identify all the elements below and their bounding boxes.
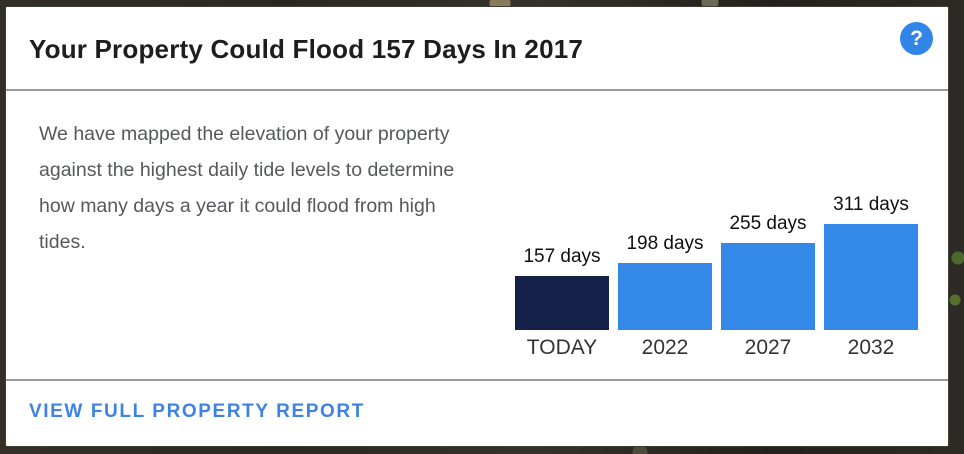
card-title: Your Property Could Flood 157 Days In 20… [29, 34, 584, 64]
bar-value-label: 157 days [523, 246, 601, 267]
bar-group: 311 days 2032 [824, 194, 918, 360]
flood-description-text: We have mapped the elevation of your pro… [39, 123, 455, 253]
bar-group: 198 days 2022 [618, 233, 712, 360]
help-button[interactable]: ? [900, 22, 933, 55]
card-header: Your Property Could Flood 157 Days In 20… [6, 7, 948, 89]
bar-axis-label: TODAY [526, 336, 598, 359]
bar [515, 276, 609, 330]
header-divider [6, 89, 948, 91]
bar-value-label: 311 days [833, 194, 909, 215]
question-mark-icon: ? [910, 27, 923, 50]
bar-value-label: 198 days [626, 233, 704, 254]
footer-divider [6, 379, 948, 381]
bar-axis-label: 2032 [847, 336, 895, 359]
bar [824, 224, 918, 330]
card-body: We have mapped the elevation of your pro… [6, 91, 948, 379]
flood-risk-card: Your Property Could Flood 157 Days In 20… [5, 6, 949, 447]
bar-group: 255 days 2027 [721, 213, 815, 360]
bar-axis-label: 2022 [641, 336, 689, 359]
card-footer: VIEW FULL PROPERTY REPORT [6, 381, 948, 446]
flood-days-bar-chart: 157 days TODAY 198 days 2022 255 days 2027 311… [515, 194, 918, 360]
bar [721, 243, 815, 330]
bar [618, 263, 712, 330]
bar-axis-label: 2027 [744, 336, 792, 359]
bar-group: 157 days TODAY [515, 246, 609, 360]
view-full-property-report-link[interactable]: VIEW FULL PROPERTY REPORT [29, 401, 365, 422]
bar-value-label: 255 days [729, 213, 807, 234]
